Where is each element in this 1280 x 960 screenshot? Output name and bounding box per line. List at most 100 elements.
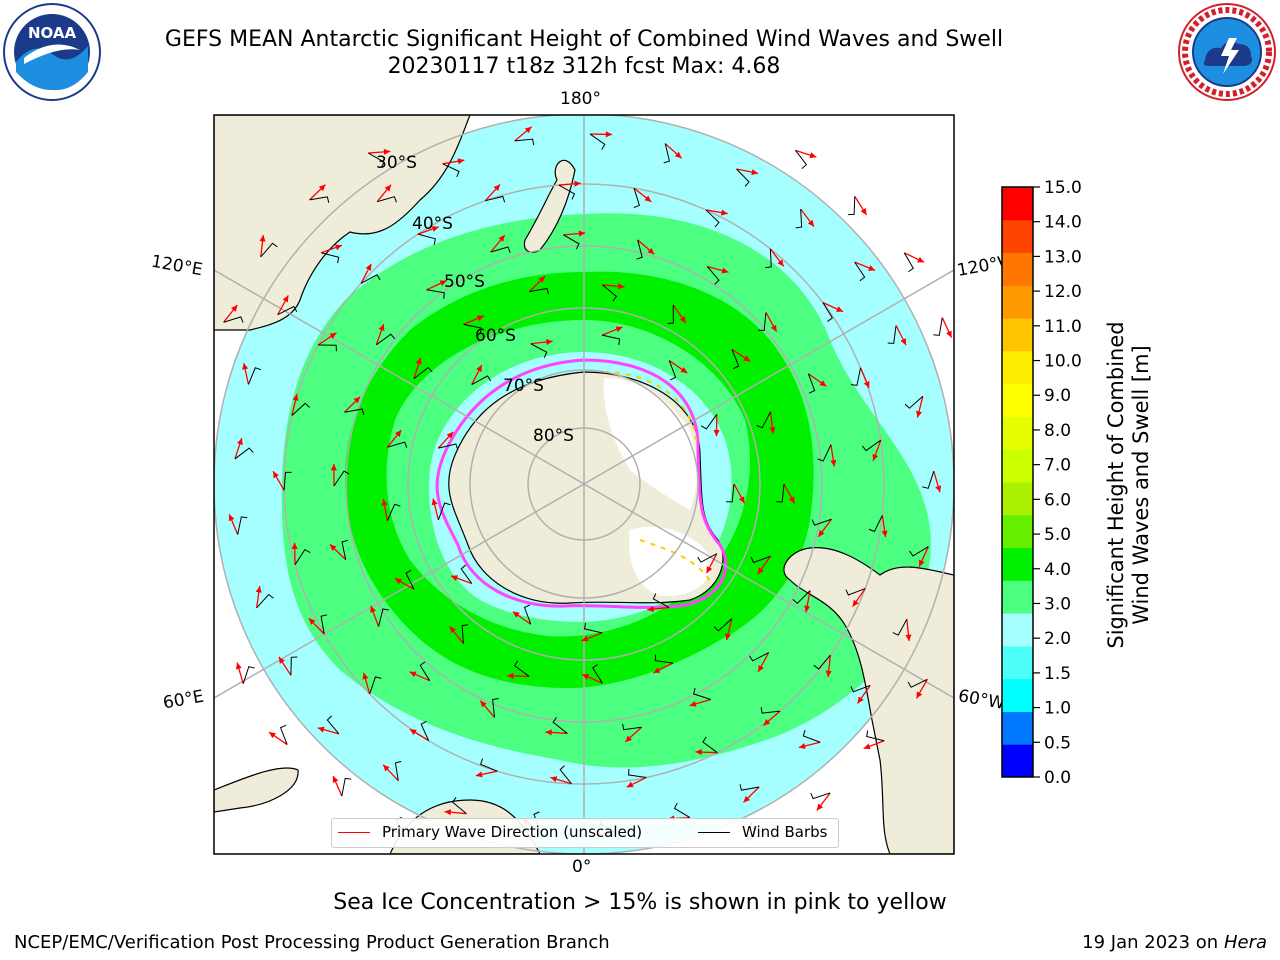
wave-arrow xyxy=(765,248,785,269)
wind-barb xyxy=(376,333,396,346)
legend-wind-line-icon xyxy=(698,832,730,833)
colorbar-tick-label: 1.5 xyxy=(1044,664,1071,684)
wind-barb xyxy=(636,239,643,260)
wind-barb xyxy=(904,395,924,409)
sea-ice-edge xyxy=(435,358,728,609)
wind-barb xyxy=(309,196,330,203)
wave-arrow xyxy=(667,304,687,324)
wind-barb xyxy=(813,654,831,670)
lon-label-0: 0° xyxy=(572,857,592,877)
colorbar-label-line2: Wind Waves and Swell [m] xyxy=(1129,345,1153,625)
wave-arrow xyxy=(903,252,925,273)
wind-barb xyxy=(326,715,340,735)
wind-barb xyxy=(558,184,576,200)
wind-barb xyxy=(756,411,771,429)
wave-arrow xyxy=(449,624,469,644)
wave-arrow xyxy=(255,585,274,609)
wave-arrow xyxy=(868,515,888,538)
colorbar-label-line1: Significant Height of Combined xyxy=(1104,321,1128,649)
wave-arrow xyxy=(471,364,492,385)
wind-barb xyxy=(822,302,834,322)
wave-arrow xyxy=(922,470,942,493)
graticule xyxy=(214,115,954,854)
colorbar-block xyxy=(1002,383,1033,417)
wind-barb xyxy=(663,143,671,164)
wind-barb xyxy=(223,316,244,323)
wave-arrow xyxy=(739,784,760,803)
wind-barb xyxy=(237,516,248,535)
wave-arrow xyxy=(933,317,953,338)
wave-arrow xyxy=(776,483,796,504)
wind-barb xyxy=(693,687,711,700)
map-frame xyxy=(213,114,955,855)
wave-arrow xyxy=(484,183,506,203)
wind-barb xyxy=(376,196,397,203)
wind-barb xyxy=(726,483,735,503)
wave-arrow xyxy=(512,604,532,625)
wave-arrow xyxy=(394,569,415,590)
wind-barb xyxy=(294,548,311,565)
colorbar-block xyxy=(1002,318,1033,352)
wind-barb xyxy=(283,471,292,491)
wind-barb xyxy=(413,366,433,380)
wave-arrow xyxy=(907,678,928,699)
wave-arrow xyxy=(713,618,733,641)
wave-arrow xyxy=(848,196,868,216)
wave-arrow xyxy=(450,564,473,585)
colorbar-block xyxy=(1002,252,1033,286)
legend-wave-direction: Primary Wave Direction (unscaled) xyxy=(338,823,642,841)
wave-arrow xyxy=(409,720,430,742)
colorbar-block xyxy=(1002,711,1033,745)
colorbar-block xyxy=(1002,678,1033,712)
wave-arrow xyxy=(822,302,844,322)
colorbar-tick-label: 13.0 xyxy=(1044,247,1082,267)
wind-barb xyxy=(419,661,431,681)
wave-arrow xyxy=(581,622,603,642)
wave-arrow xyxy=(308,614,328,635)
wave-arrow xyxy=(514,126,535,146)
wind-barb xyxy=(817,444,832,462)
wind-barb xyxy=(360,274,381,284)
wave-arrow xyxy=(431,498,451,521)
wave-arrow xyxy=(332,775,352,797)
noaa-logo-icon: NOAA xyxy=(3,3,101,101)
colorbar-ticks: 15.0 14.0 13.0 12.0 11.0 10.0 9.0 8.0 7.0 6.0 5.0 4… xyxy=(1033,180,1082,784)
wind-barb xyxy=(437,502,451,521)
colorbar-tick-label: 2.0 xyxy=(1044,629,1071,649)
wind-barb xyxy=(333,470,350,487)
wind-barb xyxy=(368,152,385,168)
legend-wave-line-icon xyxy=(338,832,370,833)
wave-arrow xyxy=(242,362,262,385)
wind-barb xyxy=(471,375,492,385)
wave-arrow xyxy=(417,226,439,245)
wave-arrow xyxy=(530,338,553,358)
wind-barb xyxy=(845,588,866,596)
wave-arrow xyxy=(528,275,550,295)
wave-arrow xyxy=(360,263,381,284)
wave-arrow xyxy=(330,463,350,487)
wave-arrow xyxy=(268,724,288,746)
lat-label-70s: 70°S xyxy=(503,376,544,396)
wave-arrow xyxy=(810,792,831,811)
wind-barb xyxy=(451,797,467,815)
colorbar-tick-label: 10.0 xyxy=(1044,352,1082,372)
wave-arrow xyxy=(706,265,729,285)
colorbar-tick-label: 4.0 xyxy=(1044,560,1071,580)
wave-arrow xyxy=(442,158,465,178)
wave-arrow xyxy=(228,514,248,535)
wave-arrow xyxy=(845,588,866,608)
wave-arrow xyxy=(668,360,688,381)
colorbar-tick-label: 14.0 xyxy=(1044,213,1082,233)
wave-arrow xyxy=(563,230,586,250)
wave-arrow xyxy=(705,209,728,228)
wind-barb xyxy=(492,697,499,718)
wave-arrow xyxy=(490,234,511,253)
footer-host: Hera xyxy=(1223,932,1267,953)
wave-arrow xyxy=(904,395,924,418)
ice-sheet-weddell xyxy=(629,526,712,597)
wind-barb xyxy=(702,736,718,754)
legend-wave-label: Primary Wave Direction (unscaled) xyxy=(382,823,643,841)
wind-barb xyxy=(552,717,568,734)
wind-barb xyxy=(668,360,677,381)
wave-arrow xyxy=(235,662,255,684)
